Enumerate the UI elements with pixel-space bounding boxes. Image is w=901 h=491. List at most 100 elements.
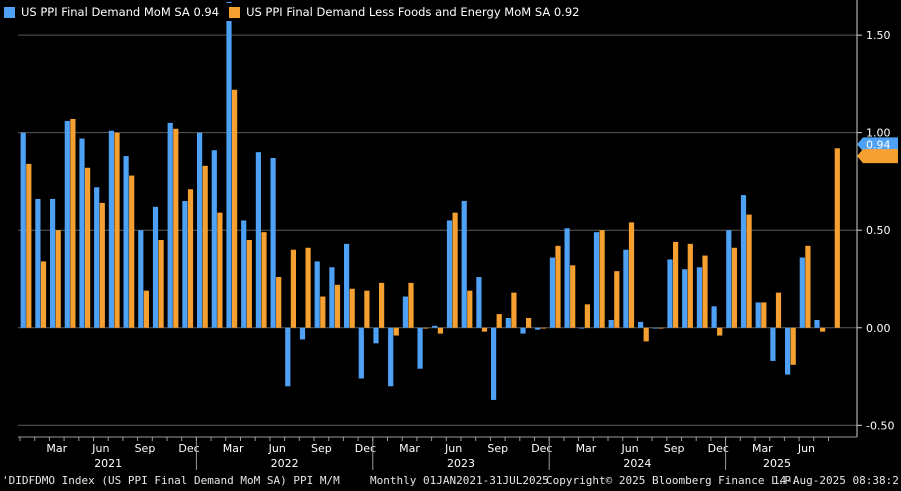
- bar-series-2: [511, 292, 517, 328]
- bar-series-1: [623, 249, 629, 328]
- bar-series-2: [232, 89, 238, 328]
- bar-series-2: [217, 212, 223, 328]
- x-tick-label: Mar: [399, 442, 420, 455]
- bar-series-1: [535, 327, 541, 330]
- x-tick-label: Sep: [487, 442, 508, 455]
- bar-series-1: [167, 122, 173, 328]
- x-tick-label: Dec: [708, 442, 729, 455]
- x-tick-label: Mar: [223, 442, 244, 455]
- bar-series-1: [682, 269, 688, 328]
- bar-series-1: [79, 138, 85, 328]
- x-tick-label: Jun: [620, 442, 638, 455]
- bar-series-1: [417, 327, 423, 369]
- bar-series-1: [285, 327, 291, 387]
- bar-series-1: [373, 327, 379, 344]
- legend-item-final-demand: US PPI Final Demand MoM SA 0.94: [4, 5, 219, 19]
- bar-series-1: [491, 327, 497, 400]
- bar-series-2: [334, 284, 341, 328]
- footer-range: Monthly 01JAN2021-31JUL2025: [370, 474, 549, 487]
- bar-series-1: [476, 277, 482, 328]
- bar-series-2: [570, 265, 576, 328]
- bar-series-1: [608, 319, 614, 328]
- bar-series-1: [726, 230, 732, 328]
- legend-item-core: US PPI Final Demand Less Foods and Energ…: [229, 5, 579, 19]
- bar-series-2: [393, 327, 399, 336]
- bar-series-1: [564, 228, 570, 328]
- bar-series-2: [202, 165, 208, 328]
- bar-series-1: [711, 306, 717, 328]
- x-tick-label: Mar: [752, 442, 773, 455]
- bar-series-1: [520, 327, 526, 334]
- bar-series-1: [299, 327, 306, 340]
- x-year-label: 2025: [763, 457, 791, 470]
- bar-series-2: [349, 288, 355, 328]
- bar-series-1: [314, 261, 320, 328]
- x-year-label: 2021: [94, 457, 122, 470]
- bar-series-2: [187, 189, 194, 328]
- bar-series-2: [26, 163, 32, 328]
- bar-series-1: [785, 327, 791, 375]
- last-value-label: 0.94: [866, 138, 891, 151]
- bar-series-2: [834, 148, 840, 328]
- bar-series-2: [85, 167, 91, 328]
- bar-series-1: [667, 259, 673, 328]
- bar-series-1: [329, 267, 335, 328]
- bar-series-1: [64, 120, 70, 328]
- bar-series-1: [255, 152, 261, 328]
- bar-series-2: [599, 230, 605, 328]
- bar-series-2: [496, 314, 502, 328]
- bar-series-2: [584, 304, 590, 328]
- bar-series-1: [344, 243, 350, 328]
- bar-series-1: [461, 200, 467, 328]
- bar-series-2: [761, 302, 767, 328]
- bar-series-1: [123, 156, 129, 328]
- bar-series-2: [437, 327, 443, 334]
- bar-series-1: [652, 327, 658, 329]
- legend-label-final-demand: US PPI Final Demand MoM SA 0.94: [21, 5, 220, 19]
- x-year-label: 2024: [623, 457, 651, 470]
- bar-series-2: [467, 290, 473, 328]
- bar-series-2: [246, 239, 252, 328]
- bar-series-1: [638, 321, 644, 328]
- footer-timestamp: 14-Aug-2025 08:38:2: [773, 474, 899, 487]
- bar-series-2: [40, 261, 47, 328]
- y-tick-label: -0.50: [866, 419, 894, 432]
- bar-series-2: [55, 230, 61, 328]
- bar-series-2: [364, 290, 370, 328]
- bar-series-2: [290, 249, 296, 328]
- legend-label-core: US PPI Final Demand Less Foods and Energ…: [246, 5, 580, 19]
- y-tick-label: 0.00: [866, 322, 891, 335]
- x-tick-label: Sep: [135, 442, 156, 455]
- bar-series-2: [70, 119, 76, 328]
- bar-series-2: [820, 327, 826, 332]
- bar-series-1: [770, 327, 776, 361]
- bar-series-2: [555, 245, 561, 328]
- bar-series-2: [540, 327, 546, 329]
- bar-series-1: [211, 150, 217, 328]
- legend-swatch-final-demand: [4, 6, 15, 18]
- x-tick-label: Dec: [531, 442, 552, 455]
- x-tick-label: Sep: [664, 442, 685, 455]
- bar-series-1: [432, 325, 438, 328]
- bar-series-1: [505, 317, 511, 328]
- bar-series-2: [320, 296, 326, 328]
- bar-series-2: [452, 212, 458, 328]
- bar-series-2: [687, 243, 693, 328]
- bar-series-1: [241, 220, 247, 328]
- legend-swatch-core: [229, 6, 241, 18]
- x-tick-label: Dec: [178, 442, 199, 455]
- bar-series-2: [99, 202, 105, 328]
- bar-series-1: [94, 187, 100, 328]
- y-tick-label: 1.50: [866, 29, 891, 42]
- bar-series-2: [423, 327, 429, 329]
- bar-series-1: [35, 198, 41, 328]
- x-tick-label: Jun: [797, 442, 815, 455]
- last-value-tag-series-2: [857, 149, 898, 164]
- bar-series-1: [696, 267, 702, 328]
- bar-series-2: [173, 128, 179, 328]
- bar-series-1: [388, 327, 394, 387]
- bar-series-1: [138, 230, 144, 328]
- x-tick-label: Sep: [311, 442, 332, 455]
- chart-footer: 'DIDFDMO Index (US PPI Final Demand MoM …: [0, 472, 901, 491]
